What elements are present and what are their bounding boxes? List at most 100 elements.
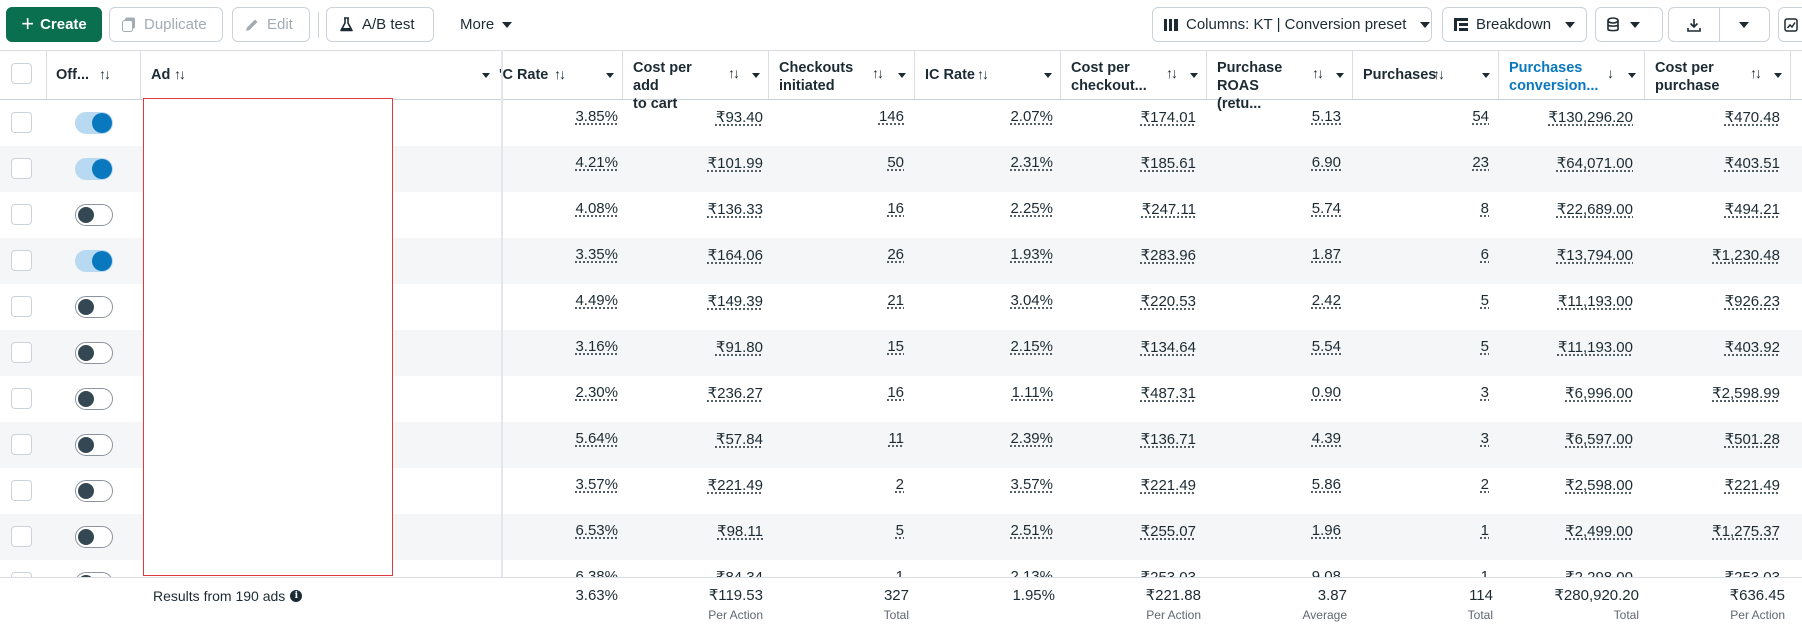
cell-cost-per-add-to-cart[interactable]: ₹136.33 <box>623 192 763 238</box>
edit-button[interactable]: Edit <box>232 7 310 42</box>
cell-ic-rate-value[interactable]: 2.31% <box>1010 154 1053 171</box>
cell-purchase-roas-value[interactable]: 0.90 <box>1311 384 1341 401</box>
cell-purchases-conversion-value[interactable]: ₹64,071.00 <box>1499 146 1633 192</box>
cell-purchases[interactable]: 8 <box>1353 192 1489 238</box>
cell-cost-per-purchase-value[interactable]: ₹1,230.48 <box>1712 247 1780 264</box>
cell-checkouts-initiated-value[interactable]: 11 <box>888 430 904 447</box>
cell-checkouts-initiated-value[interactable]: 15 <box>887 338 904 355</box>
cell-cost-per-add-to-cart-value[interactable]: ₹136.33 <box>707 201 763 218</box>
cell-purchases[interactable]: 5 <box>1353 330 1489 376</box>
cell-checkouts-initiated-value[interactable]: 5 <box>895 522 904 539</box>
download-button[interactable] <box>1669 8 1719 41</box>
cell-cost-per-checkout[interactable]: ₹136.71 <box>1061 422 1196 468</box>
cell-cost-per-checkout[interactable]: ₹255.07 <box>1061 514 1196 560</box>
cell-cost-per-checkout-value[interactable]: ₹136.71 <box>1140 431 1196 448</box>
cell-checkouts-initiated[interactable]: 15 <box>769 330 904 376</box>
ad-status-toggle[interactable] <box>75 434 113 456</box>
cell-cost-per-purchase-value[interactable]: ₹470.48 <box>1724 109 1780 126</box>
cell-cost-per-add-to-cart-value[interactable]: ₹164.06 <box>707 247 763 264</box>
cell-checkouts-initiated[interactable]: 26 <box>769 238 904 284</box>
cell-ic-rate[interactable]: 1.93% <box>915 238 1053 284</box>
cell-ic-rate-value[interactable]: 2.07% <box>1010 108 1053 125</box>
cell-ic-rate[interactable]: 3.04% <box>915 284 1053 330</box>
cell-checkouts-initiated[interactable]: 5 <box>769 514 904 560</box>
cell-cost-per-add-to-cart[interactable]: ₹91.80 <box>623 330 763 376</box>
cell-purchase-roas-value[interactable]: 1.96 <box>1311 522 1341 539</box>
sort-descending-icon[interactable]: ↓ <box>1607 65 1614 81</box>
cell-purchases-conversion-value[interactable]: ₹2,499.00 <box>1499 514 1633 560</box>
cell-checkouts-initiated-value[interactable]: 21 <box>887 292 904 309</box>
cell-cost-per-checkout[interactable]: ₹487.31 <box>1061 376 1196 422</box>
chevron-down-icon[interactable] <box>1482 73 1490 78</box>
cell-purchases-conversion-value-value[interactable]: ₹11,193.00 <box>1557 339 1633 356</box>
cell-ic-rate[interactable]: 2.39% <box>915 422 1053 468</box>
cell-c-rate-value[interactable]: 2.30% <box>575 384 618 401</box>
cell-purchases[interactable]: 1 <box>1353 514 1489 560</box>
header-ic-rate[interactable]: IC Rate ↑↓ <box>915 51 1061 99</box>
header-c-rate[interactable]: 'C Rate ↑↓ <box>499 51 623 99</box>
ad-status-toggle[interactable] <box>75 296 113 318</box>
cell-cost-per-checkout[interactable]: ₹247.11 <box>1061 192 1196 238</box>
cell-cost-per-purchase[interactable]: ₹926.23 <box>1645 284 1780 330</box>
charts-button[interactable] <box>1778 7 1802 42</box>
cell-cost-per-purchase-value[interactable]: ₹221.49 <box>1724 477 1780 494</box>
cell-cost-per-add-to-cart-value[interactable]: ₹98.11 <box>717 523 763 540</box>
table-row[interactable]: 4.08% ₹136.33 16 2.25% ₹247.11 5.74 8 ₹22,689.0… <box>0 192 1802 238</box>
cell-purchases-conversion-value[interactable]: ₹11,193.00 <box>1499 330 1633 376</box>
cell-purchases-value[interactable]: 5 <box>1480 292 1489 309</box>
duplicate-button[interactable]: Duplicate <box>109 7 223 42</box>
cell-c-rate[interactable]: 4.21% <box>502 146 618 192</box>
table-row[interactable]: 6.38% ₹84.34 1 2.13% ₹253.03 9.08 1 ₹2,298.00 ₹2… <box>0 560 1802 577</box>
chevron-down-icon[interactable] <box>752 73 760 78</box>
ad-status-toggle[interactable] <box>75 250 113 272</box>
cell-purchase-roas-value[interactable]: 1.87 <box>1311 246 1341 263</box>
cell-cost-per-checkout[interactable]: ₹174.01 <box>1061 100 1196 146</box>
cell-ic-rate-value[interactable]: 2.15% <box>1010 338 1053 355</box>
cell-cost-per-checkout[interactable]: ₹283.96 <box>1061 238 1196 284</box>
header-purchases[interactable]: Purchases ↑↓ <box>1353 51 1499 99</box>
cell-purchases-conversion-value[interactable]: ₹2,298.00 <box>1499 560 1633 577</box>
cell-purchase-roas[interactable]: 1.87 <box>1207 238 1341 284</box>
cell-purchase-roas-value[interactable]: 5.86 <box>1311 476 1341 493</box>
cell-checkouts-initiated-value[interactable]: 146 <box>878 108 904 125</box>
cell-cost-per-checkout-value[interactable]: ₹134.64 <box>1140 339 1196 356</box>
cell-cost-per-add-to-cart-value[interactable]: ₹221.49 <box>707 477 763 494</box>
cell-c-rate[interactable]: 6.38% <box>502 560 618 577</box>
reports-dropdown[interactable] <box>1595 7 1663 42</box>
cell-purchases-value[interactable]: 3 <box>1480 384 1489 401</box>
sort-icon[interactable]: ↑↓ <box>1312 65 1324 81</box>
cell-ic-rate[interactable]: 2.31% <box>915 146 1053 192</box>
cell-cost-per-purchase-value[interactable]: ₹403.51 <box>1724 155 1780 172</box>
row-checkbox[interactable] <box>11 388 32 409</box>
cell-purchases-value[interactable]: 2 <box>1480 476 1489 493</box>
cell-purchase-roas[interactable]: 6.90 <box>1207 146 1341 192</box>
breakdown-dropdown[interactable]: Breakdown <box>1442 7 1587 42</box>
cell-purchase-roas-value[interactable]: 6.90 <box>1311 154 1341 171</box>
cell-purchase-roas[interactable]: 0.90 <box>1207 376 1341 422</box>
cell-cost-per-purchase[interactable]: ₹403.92 <box>1645 330 1780 376</box>
cell-purchase-roas[interactable]: 1.96 <box>1207 514 1341 560</box>
sort-icon[interactable]: ↑↓ <box>977 66 989 82</box>
cell-c-rate-value[interactable]: 3.57% <box>575 476 618 493</box>
ad-status-toggle[interactable] <box>75 526 113 548</box>
more-dropdown[interactable]: More <box>447 7 519 42</box>
cell-ic-rate[interactable]: 3.57% <box>915 468 1053 514</box>
cell-purchases-conversion-value[interactable]: ₹2,598.00 <box>1499 468 1633 514</box>
cell-cost-per-checkout-value[interactable]: ₹220.53 <box>1140 293 1196 310</box>
export-options-dropdown[interactable] <box>1718 8 1770 41</box>
chevron-down-icon[interactable] <box>1044 73 1052 78</box>
cell-cost-per-add-to-cart-value[interactable]: ₹91.80 <box>715 339 763 356</box>
row-checkbox[interactable] <box>11 526 32 547</box>
cell-cost-per-purchase[interactable]: ₹253.03 <box>1645 560 1780 577</box>
cell-cost-per-add-to-cart-value[interactable]: ₹149.39 <box>707 293 763 310</box>
sort-icon[interactable]: ↑↓ <box>872 65 884 81</box>
cell-purchase-roas-value[interactable]: 2.42 <box>1311 292 1341 309</box>
row-checkbox[interactable] <box>11 204 32 225</box>
cell-purchases[interactable]: 5 <box>1353 284 1489 330</box>
cell-c-rate-value[interactable]: 3.16% <box>575 338 618 355</box>
header-checkouts-initiated[interactable]: Checkouts initiated ↑↓ <box>769 51 915 99</box>
cell-cost-per-checkout[interactable]: ₹220.53 <box>1061 284 1196 330</box>
row-checkbox[interactable] <box>11 250 32 271</box>
chevron-down-icon[interactable] <box>1190 73 1198 78</box>
cell-ic-rate[interactable]: 2.13% <box>915 560 1053 577</box>
